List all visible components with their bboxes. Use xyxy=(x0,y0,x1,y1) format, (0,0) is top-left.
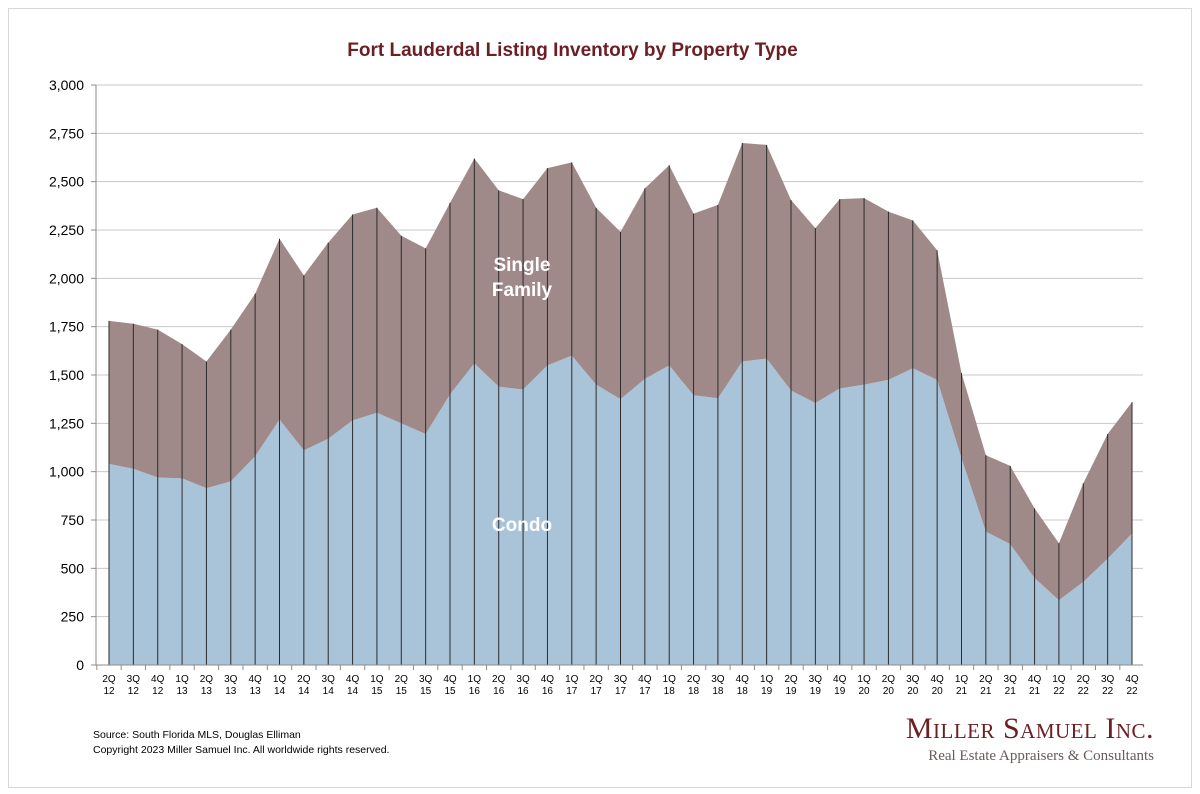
x-tick-label: 1Q 14 xyxy=(273,674,287,697)
copyright-note: Copyright 2023 Miller Samuel Inc. All wo… xyxy=(93,744,390,756)
x-tick-label: 4Q 17 xyxy=(638,674,652,697)
x-tick-label: 3Q 16 xyxy=(516,674,530,697)
x-tick-label: 3Q 18 xyxy=(711,674,725,697)
single-family-label-line1: Single xyxy=(493,255,550,276)
x-tick-label: 3Q 13 xyxy=(224,674,238,697)
x-tick-label: 4Q 18 xyxy=(736,674,750,697)
x-tick-label: 2Q 22 xyxy=(1077,674,1091,697)
x-tick-label: 2Q 21 xyxy=(979,674,993,697)
series-labels: Single Family Condo xyxy=(492,255,553,536)
x-tick-label: 3Q 15 xyxy=(419,674,433,697)
x-tick-label: 1Q 18 xyxy=(663,674,677,697)
x-tick-label: 4Q 19 xyxy=(833,674,847,697)
x-tick-label: 2Q 18 xyxy=(687,674,701,697)
y-tick-label: 2,500 xyxy=(49,174,84,190)
x-tick-label: 3Q 22 xyxy=(1101,674,1115,697)
y-tick-label: 0 xyxy=(76,657,84,673)
axes xyxy=(91,84,1143,670)
chart-title: Fort Lauderdal Listing Inventory by Prop… xyxy=(347,40,798,61)
y-tick-label: 750 xyxy=(61,512,85,528)
y-tick-label: 2,750 xyxy=(49,125,84,141)
y-tick-label: 250 xyxy=(61,609,85,625)
x-tick-label: 3Q 19 xyxy=(809,674,823,697)
x-tick-labels: 2Q 12 3Q 12 4Q 12 1Q 13 2Q 13 3Q 13 4Q 13 1Q 14 2Q 14 3Q 14… xyxy=(102,674,1139,697)
x-tick-label: 4Q 14 xyxy=(346,674,360,697)
x-tick-label: 3Q 14 xyxy=(322,674,336,697)
category-lines xyxy=(108,143,1133,665)
x-tick-label: 4Q 15 xyxy=(443,674,457,697)
y-tick-labels: 0 250 500 750 1,000 1,250 1,500 1,750 2,000 2,250… xyxy=(49,77,84,673)
x-tick-label: 3Q 17 xyxy=(614,674,628,697)
x-tick-label: 1Q 15 xyxy=(370,674,384,697)
x-tick-label: 2Q 13 xyxy=(200,674,214,697)
x-tick-label: 1Q 21 xyxy=(955,674,969,697)
y-tick-label: 1,250 xyxy=(49,415,84,431)
y-tick-label: 500 xyxy=(61,560,85,576)
x-tick-label: 2Q 14 xyxy=(297,674,311,697)
x-tick-label: 1Q 20 xyxy=(857,674,871,697)
brand-tagline: Real Estate Appraisers & Consultants xyxy=(928,748,1154,764)
x-tick-label: 3Q 21 xyxy=(1004,674,1018,697)
x-tick-label: 4Q 22 xyxy=(1125,674,1139,697)
x-tick-label: 4Q 20 xyxy=(930,674,944,697)
x-tick-label: 2Q 16 xyxy=(492,674,506,697)
x-tick-label: 4Q 13 xyxy=(248,674,262,697)
x-tick-label: 4Q 12 xyxy=(151,674,165,697)
y-tick-label: 2,250 xyxy=(49,222,84,238)
x-tick-label: 2Q 15 xyxy=(395,674,409,697)
x-tick-label: 1Q 19 xyxy=(760,674,774,697)
brand-logo: Miller Samuel Inc. Real Estate Appraiser… xyxy=(906,712,1154,765)
y-tick-label: 1,750 xyxy=(49,319,84,335)
x-tick-label: 3Q 12 xyxy=(127,674,141,697)
x-tick-label: 2Q 20 xyxy=(882,674,896,697)
x-tick-label: 2Q 17 xyxy=(589,674,603,697)
x-tick-label: 1Q 13 xyxy=(175,674,189,697)
x-tick-label: 4Q 16 xyxy=(541,674,555,697)
x-tick-label: 3Q 20 xyxy=(906,674,920,697)
x-tick-label: 1Q 17 xyxy=(565,674,579,697)
x-tick-label: 1Q 16 xyxy=(468,674,482,697)
y-tick-label: 1,500 xyxy=(49,367,84,383)
x-tick-label: 1Q 22 xyxy=(1052,674,1066,697)
y-tick-label: 1,000 xyxy=(49,464,84,480)
y-tick-label: 3,000 xyxy=(49,77,84,93)
x-tick-label: 2Q 19 xyxy=(784,674,798,697)
x-tick-label: 2Q 12 xyxy=(102,674,116,697)
source-note: Source: South Florida MLS, Douglas Ellim… xyxy=(93,729,301,741)
brand-name: Miller Samuel Inc. xyxy=(905,712,1154,745)
single-family-label-line2: Family xyxy=(492,280,553,301)
x-tick-label: 4Q 21 xyxy=(1028,674,1042,697)
y-tick-label: 2,000 xyxy=(49,270,84,286)
condo-label: Condo xyxy=(492,515,552,536)
